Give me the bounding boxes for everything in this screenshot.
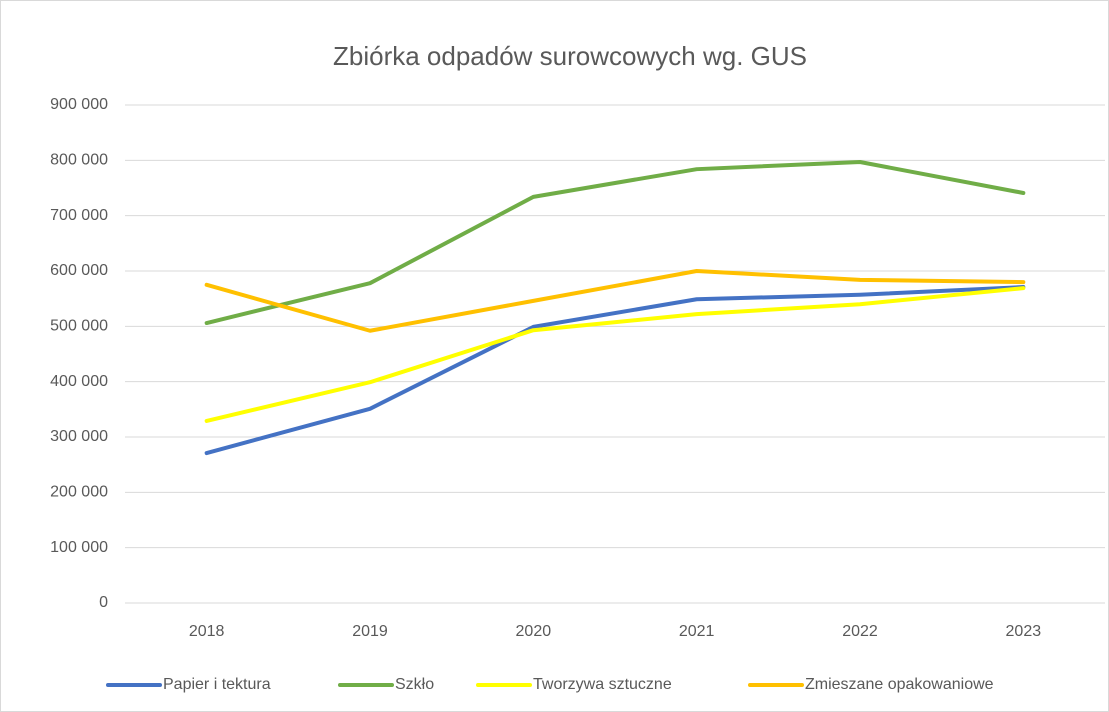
x-tick-label: 2021 bbox=[679, 623, 715, 640]
x-tick-label: 2022 bbox=[842, 623, 878, 640]
y-tick-label: 800 000 bbox=[50, 152, 108, 169]
legend-label: Tworzywa sztuczne bbox=[533, 676, 672, 693]
y-tick-label: 300 000 bbox=[50, 428, 108, 445]
series-line bbox=[204, 269, 1026, 333]
y-tick-label: 900 000 bbox=[50, 96, 108, 113]
y-tick-label: 200 000 bbox=[50, 484, 108, 501]
y-tick-label: 0 bbox=[99, 594, 108, 611]
series-line bbox=[204, 285, 1026, 456]
series-line bbox=[204, 159, 1026, 326]
legend-label: Szkło bbox=[395, 676, 434, 693]
series-line bbox=[204, 286, 1026, 423]
chart-title: Zbiórka odpadów surowcowych wg. GUS bbox=[333, 41, 807, 71]
x-tick-label: 2019 bbox=[352, 623, 388, 640]
y-tick-label: 500 000 bbox=[50, 318, 108, 335]
x-tick-label: 2020 bbox=[516, 623, 552, 640]
y-tick-label: 600 000 bbox=[50, 262, 108, 279]
legend-label: Papier i tektura bbox=[163, 676, 271, 693]
x-tick-label: 2018 bbox=[189, 623, 225, 640]
y-tick-label: 700 000 bbox=[50, 207, 108, 224]
y-tick-label: 400 000 bbox=[50, 373, 108, 390]
legend-label: Zmieszane opakowaniowe bbox=[805, 676, 994, 693]
y-tick-label: 100 000 bbox=[50, 539, 108, 556]
x-tick-label: 2023 bbox=[1006, 623, 1042, 640]
